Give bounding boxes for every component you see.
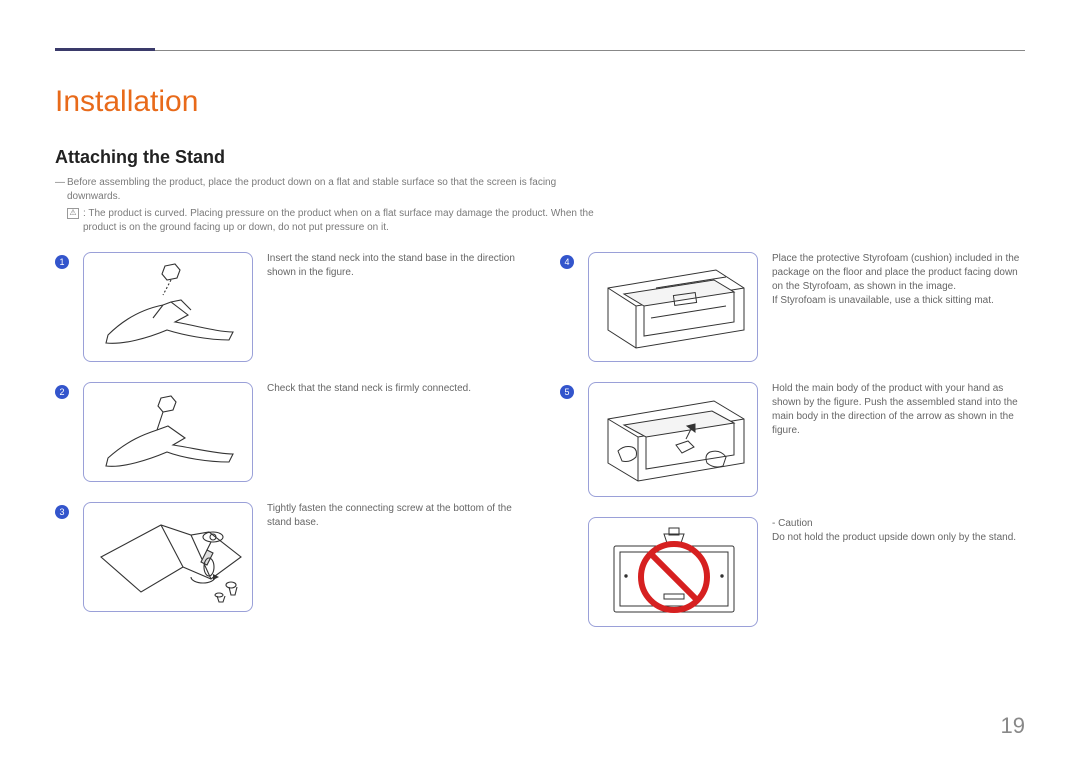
page-title: Installation [55, 85, 1025, 119]
figure-2 [83, 382, 253, 482]
step-2-text: Check that the stand neck is firmly conn… [267, 382, 520, 482]
figure-5 [588, 382, 758, 497]
warning-note: ⚠ : The product is curved. Placing press… [55, 207, 595, 234]
caution-spacer [560, 517, 574, 627]
stand-neck-insert-icon [93, 260, 243, 355]
step-badge-4: 4 [560, 255, 574, 269]
step-5: 5 [560, 382, 1025, 497]
figure-4 [588, 252, 758, 362]
prohibit-hold-stand-icon [596, 522, 751, 622]
screw-fasten-icon [91, 507, 246, 607]
header-rule-accent [55, 48, 155, 51]
step-1: 1 Insert the stand ne [55, 252, 520, 362]
step-4: 4 [560, 252, 1025, 362]
stand-assembled-icon [93, 390, 243, 475]
step-5-text: Hold the main body of the product with y… [772, 382, 1025, 497]
section-subtitle: Attaching the Stand [55, 147, 1025, 168]
figure-caution [588, 517, 758, 627]
step-3: 3 [55, 502, 520, 612]
warning-icon: ⚠ [67, 208, 79, 219]
step-1-text: Insert the stand neck into the stand bas… [267, 252, 520, 362]
figure-1 [83, 252, 253, 362]
insert-stand-icon [596, 387, 751, 492]
column-right: 4 [560, 252, 1025, 647]
styrofoam-tray-icon [596, 258, 751, 356]
header-rule [55, 50, 1025, 51]
page-number: 19 [1001, 713, 1025, 739]
step-4-text: Place the protective Styrofoam (cushion)… [772, 252, 1025, 362]
caution-text: - Caution Do not hold the product upside… [772, 517, 1025, 627]
step-caution: - Caution Do not hold the product upside… [560, 517, 1025, 627]
step-badge-5: 5 [560, 385, 574, 399]
figure-3 [83, 502, 253, 612]
step-badge-3: 3 [55, 505, 69, 519]
step-2: 2 Check that the stand neck is firmly co… [55, 382, 520, 482]
warning-text: : The product is curved. Placing pressur… [83, 207, 595, 234]
column-left: 1 Insert the stand ne [55, 252, 520, 647]
step-3-text: Tightly fasten the connecting screw at t… [267, 502, 520, 612]
step-badge-2: 2 [55, 385, 69, 399]
step-badge-1: 1 [55, 255, 69, 269]
intro-note: Before assembling the product, place the… [55, 176, 595, 203]
